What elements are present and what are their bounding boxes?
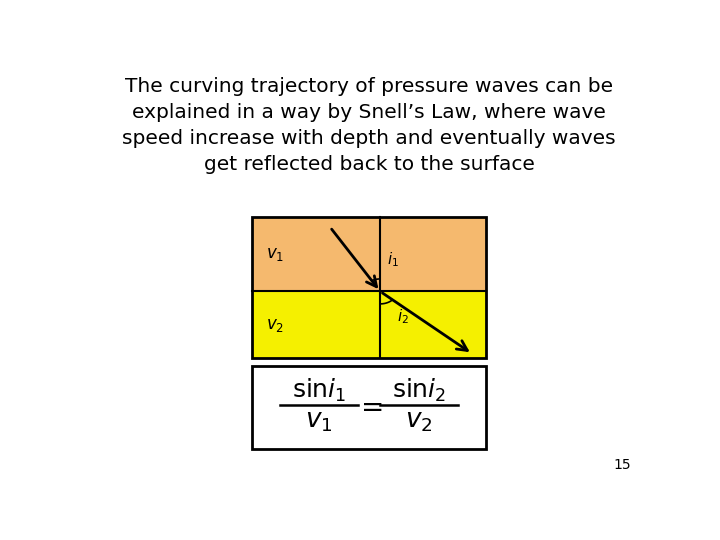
Text: $\mathrm{sin}i_1$: $\mathrm{sin}i_1$ bbox=[292, 376, 346, 404]
Bar bbox=[252, 217, 486, 292]
Text: $v_1$: $v_1$ bbox=[266, 245, 284, 263]
Bar bbox=[252, 217, 486, 358]
Text: $i_1$: $i_1$ bbox=[387, 250, 399, 268]
Bar bbox=[252, 292, 486, 358]
Text: The curving trajectory of pressure waves can be
explained in a way by Snell’s La: The curving trajectory of pressure waves… bbox=[122, 77, 616, 173]
Text: $\mathrm{sin}i_2$: $\mathrm{sin}i_2$ bbox=[392, 376, 446, 404]
Bar bbox=[252, 366, 486, 449]
Text: $v_2$: $v_2$ bbox=[266, 316, 284, 334]
Text: $v_1$: $v_1$ bbox=[305, 408, 333, 434]
Text: $=$: $=$ bbox=[355, 392, 383, 420]
Text: 15: 15 bbox=[613, 458, 631, 472]
Text: $v_2$: $v_2$ bbox=[405, 408, 433, 434]
Text: $i_2$: $i_2$ bbox=[397, 307, 409, 326]
